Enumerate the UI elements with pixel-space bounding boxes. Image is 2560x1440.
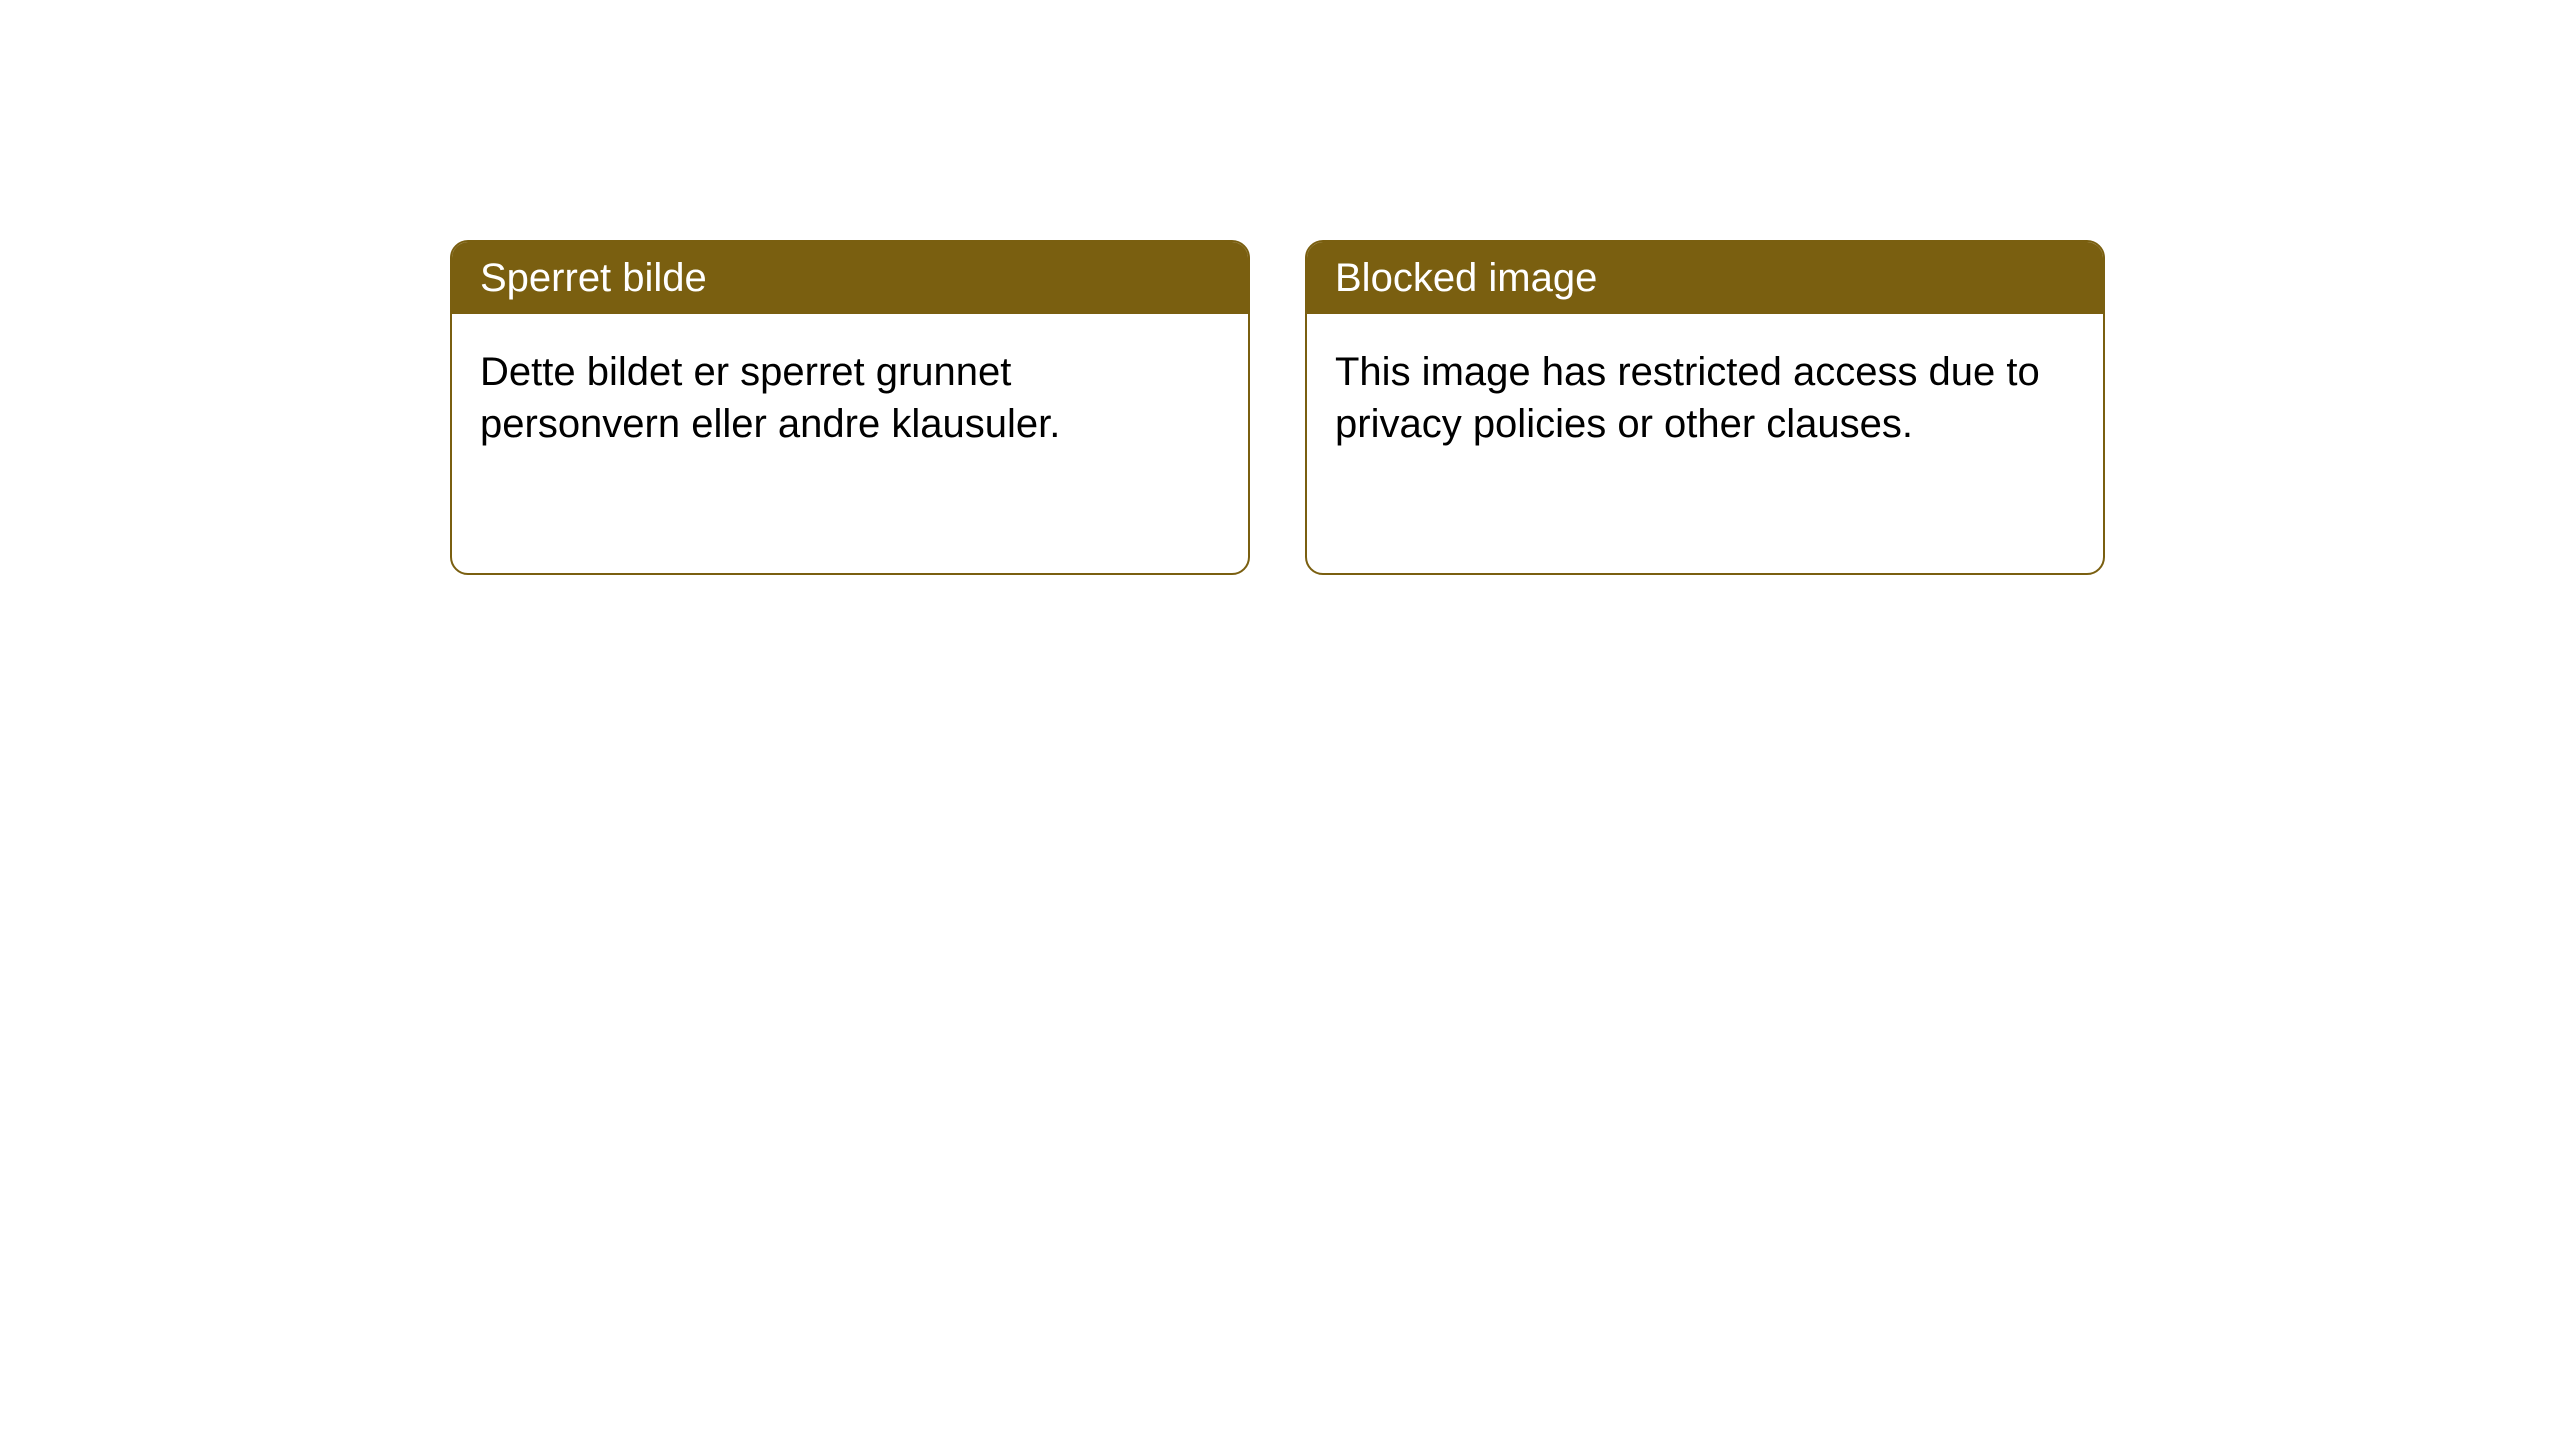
notice-header: Sperret bilde xyxy=(452,242,1248,314)
notice-header: Blocked image xyxy=(1307,242,2103,314)
notice-body: Dette bildet er sperret grunnet personve… xyxy=(452,314,1248,482)
notice-card-norwegian: Sperret bilde Dette bildet er sperret gr… xyxy=(450,240,1250,575)
notice-container: Sperret bilde Dette bildet er sperret gr… xyxy=(450,240,2105,575)
notice-body: This image has restricted access due to … xyxy=(1307,314,2103,482)
notice-card-english: Blocked image This image has restricted … xyxy=(1305,240,2105,575)
